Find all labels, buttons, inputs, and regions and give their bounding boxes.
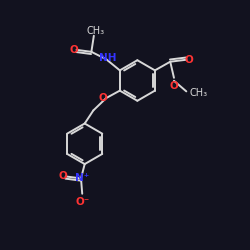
- Text: O: O: [99, 93, 108, 103]
- Text: O⁻: O⁻: [76, 197, 90, 207]
- Text: CH₃: CH₃: [86, 26, 104, 36]
- Text: O: O: [69, 45, 78, 55]
- Text: O: O: [58, 172, 67, 181]
- Text: O: O: [185, 55, 194, 65]
- Text: O: O: [170, 82, 178, 92]
- Text: CH₃: CH₃: [189, 88, 208, 98]
- Text: N⁺: N⁺: [75, 173, 89, 183]
- Text: NH: NH: [100, 53, 117, 63]
